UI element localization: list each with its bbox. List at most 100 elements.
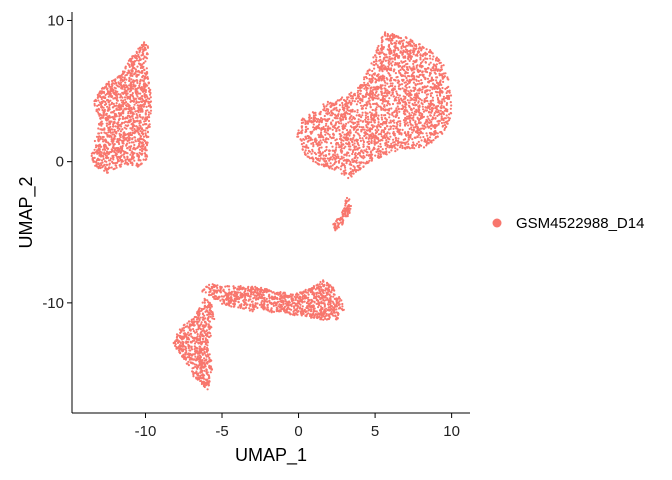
data-point xyxy=(382,47,385,50)
data-point xyxy=(305,146,308,149)
data-point xyxy=(290,303,293,306)
data-point xyxy=(129,110,133,113)
data-point xyxy=(337,110,340,113)
data-point xyxy=(136,65,139,68)
data-point xyxy=(390,42,394,46)
data-point xyxy=(138,113,141,116)
data-point xyxy=(371,91,374,94)
data-point xyxy=(430,79,433,82)
data-point xyxy=(408,81,411,84)
data-point xyxy=(384,95,387,98)
data-point xyxy=(225,303,228,306)
data-point xyxy=(100,114,103,117)
data-point xyxy=(395,125,398,128)
data-point xyxy=(306,155,309,158)
data-point xyxy=(331,158,334,161)
data-point xyxy=(116,161,119,164)
data-point xyxy=(330,109,333,112)
data-point xyxy=(122,103,125,106)
data-point xyxy=(358,137,362,140)
data-point xyxy=(325,148,328,151)
data-point xyxy=(117,146,120,150)
data-point xyxy=(378,59,381,62)
data-point xyxy=(318,123,321,126)
data-point xyxy=(344,124,347,128)
data-point xyxy=(395,90,398,93)
data-point xyxy=(440,102,443,105)
data-point xyxy=(284,311,287,314)
data-point xyxy=(137,106,140,109)
data-point xyxy=(294,304,297,307)
data-point xyxy=(130,151,133,154)
data-point xyxy=(410,126,413,129)
data-point xyxy=(125,94,128,97)
data-point xyxy=(320,300,323,303)
data-point xyxy=(421,114,424,118)
data-point xyxy=(321,282,324,286)
data-point xyxy=(374,97,378,100)
data-point xyxy=(442,105,445,108)
data-point xyxy=(430,127,433,130)
data-point xyxy=(221,302,224,305)
data-point xyxy=(422,135,425,139)
data-point xyxy=(415,93,418,96)
data-point xyxy=(416,95,419,98)
data-point xyxy=(421,54,424,58)
data-point xyxy=(429,114,432,117)
data-point xyxy=(338,222,341,225)
data-point xyxy=(312,118,315,121)
data-point xyxy=(374,129,377,132)
data-point xyxy=(406,121,409,124)
data-point xyxy=(385,143,388,146)
data-point xyxy=(141,97,144,100)
data-point xyxy=(316,315,319,318)
data-point xyxy=(141,51,144,54)
data-point xyxy=(412,71,416,74)
data-point xyxy=(110,120,113,123)
data-point xyxy=(404,119,407,122)
data-point xyxy=(392,144,396,147)
data-point xyxy=(394,150,397,153)
data-point xyxy=(308,113,311,116)
data-point xyxy=(341,106,344,109)
data-point xyxy=(337,161,341,164)
data-point xyxy=(429,86,432,89)
data-point xyxy=(363,87,366,90)
data-point xyxy=(291,297,294,300)
data-point xyxy=(407,104,411,107)
data-point xyxy=(371,108,374,112)
data-point xyxy=(357,86,360,89)
data-point xyxy=(272,304,275,307)
data-point xyxy=(269,290,273,293)
data-point xyxy=(380,79,383,82)
data-point xyxy=(361,137,364,140)
data-point xyxy=(392,141,395,144)
data-point xyxy=(353,100,356,103)
data-point xyxy=(316,291,319,294)
data-point xyxy=(331,145,334,148)
data-point xyxy=(124,104,128,107)
data-point xyxy=(372,63,375,66)
data-point xyxy=(421,124,424,127)
data-point xyxy=(100,96,104,99)
data-point xyxy=(322,314,325,317)
data-point xyxy=(137,131,140,134)
data-point xyxy=(105,82,109,85)
data-point xyxy=(443,121,446,124)
data-point xyxy=(145,43,148,47)
data-point xyxy=(249,298,252,301)
data-point xyxy=(143,93,146,96)
data-point xyxy=(408,86,411,89)
data-point xyxy=(385,139,388,142)
data-point xyxy=(105,124,108,127)
data-point xyxy=(125,84,128,87)
data-point xyxy=(412,62,415,65)
data-point xyxy=(407,101,410,104)
data-point xyxy=(317,306,320,309)
data-point xyxy=(339,157,342,161)
data-point xyxy=(144,154,147,157)
data-point xyxy=(124,120,128,123)
data-point xyxy=(112,168,115,171)
data-point xyxy=(415,96,418,99)
data-point xyxy=(131,70,134,73)
